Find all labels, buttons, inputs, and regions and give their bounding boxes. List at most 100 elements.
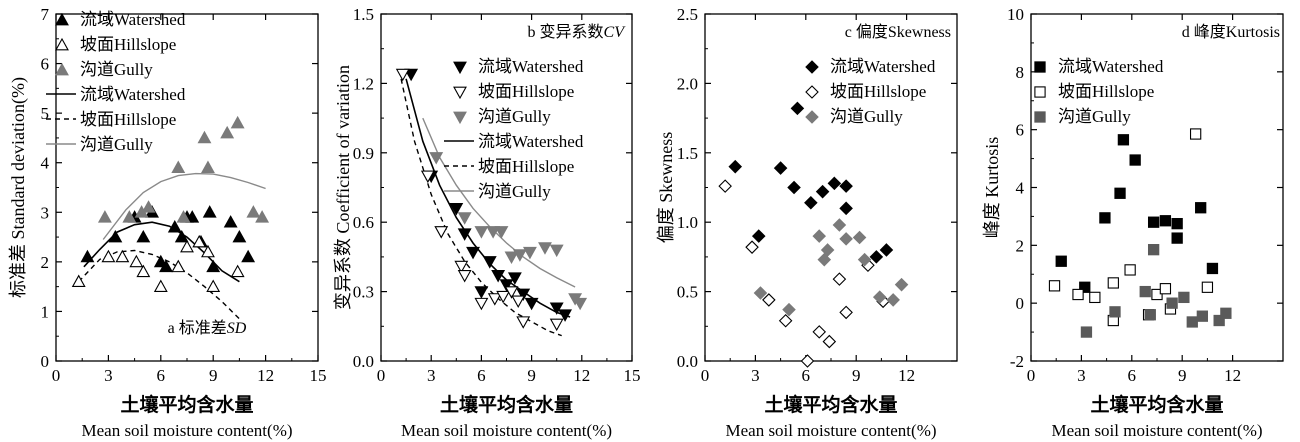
panel-b-data-point — [549, 244, 564, 258]
panel-a-xtick-label: 6 — [157, 366, 166, 385]
panel-b-ytick-label: 0.6 — [353, 213, 374, 232]
panel-a-data-point — [136, 229, 151, 243]
panel-a-data-point — [171, 160, 186, 174]
panel-b-legend-marker — [453, 61, 467, 75]
panel-b-legend-label: 坡面Hillslope — [478, 157, 574, 176]
panel-d-xtick-label: 6 — [1128, 366, 1137, 385]
panel-c-data-point — [800, 354, 815, 368]
panel-b-data-point — [420, 170, 435, 184]
panel-b-title-text: b 变异系数 — [528, 23, 604, 41]
panel-a-data-point — [80, 249, 95, 263]
panel-c-data-point — [773, 161, 788, 175]
panel-d-data-point — [1186, 316, 1198, 328]
panel-c-data-point — [815, 184, 830, 199]
panel-c-ytick-label: 2.5 — [677, 5, 698, 24]
panel-a-ytick-label: 4 — [41, 154, 50, 173]
panel-b-legend-marker — [453, 86, 467, 100]
panel-b-data-point — [454, 260, 469, 274]
panel-c-data-point — [782, 302, 796, 317]
panel-c-legend-marker — [805, 85, 819, 99]
panel-c-data-point — [728, 159, 743, 174]
panel-b-data-point — [573, 297, 588, 311]
panel-b-data-point — [538, 242, 552, 255]
panel-b-data-point — [549, 302, 564, 315]
panel-d-data-point — [1178, 291, 1190, 304]
panel-a-data-point — [201, 160, 215, 174]
panel-a-data-point — [176, 210, 191, 223]
panel-b-data-point — [499, 279, 514, 292]
panel-b-data-point — [507, 272, 522, 285]
panel-b-data-point — [466, 246, 480, 260]
panel-a-data-point — [71, 274, 86, 288]
panel-b-ytick-label: 1.2 — [353, 74, 374, 93]
panel-c-data-point — [839, 201, 853, 216]
panel-c-title: c 偏度Skewness — [845, 23, 951, 41]
panel-a-legend-marker — [55, 12, 69, 26]
panel-c-legend-label: 沟道Gully — [830, 107, 903, 126]
panel-a-ytick-label: 7 — [41, 5, 50, 24]
panel-b-data-point — [429, 152, 444, 165]
panel-d-data-point — [1206, 262, 1219, 275]
panel-d-ytick-label: 0 — [1016, 294, 1025, 313]
panel-d-data-point — [1151, 288, 1163, 301]
panel-a-data-point — [241, 249, 256, 263]
panel-b-legend-label: 流域Watershed — [478, 132, 584, 151]
panel-b-data-point — [457, 270, 472, 283]
panel-d-data-point — [1079, 281, 1091, 293]
panel-c-ytick-label: 0.0 — [677, 352, 698, 371]
panel-c-data-point — [820, 243, 835, 257]
panel-d-data-point — [1196, 310, 1209, 322]
panel-c-data-point — [812, 325, 827, 339]
panel-d-data-point — [1189, 128, 1202, 140]
panel-d-legend-label: 坡面Hillslope — [1058, 82, 1154, 101]
panel-a-data-point — [101, 249, 116, 263]
panel-b-data-point — [487, 293, 502, 306]
panel-a-data-point — [174, 229, 189, 243]
panel-d-title-text: d 峰度Kurtosis — [1182, 23, 1280, 41]
panel-a-data-point — [232, 229, 247, 243]
panel-d-data-point — [1159, 215, 1172, 227]
panel-c-ytick-label: 2.0 — [677, 74, 698, 93]
panel-d-data-point — [1072, 288, 1084, 301]
panel-a-data-point — [202, 205, 217, 218]
panel-b-data-point — [524, 297, 539, 311]
panel-b-ytick-label: 1.5 — [353, 5, 374, 24]
panel-d-title: d 峰度Kurtosis — [1182, 23, 1280, 41]
panel-c-ytick-label: 0.5 — [677, 283, 698, 302]
panel-a-data-point — [180, 239, 194, 253]
panel-d-data-point — [1166, 297, 1178, 309]
panel-a-xlabel-en: Mean soil moisture content(%) — [81, 421, 292, 440]
panel-a-legend-marker — [55, 62, 69, 76]
panel-d-data-point — [1213, 314, 1225, 327]
panel-d-legend-marker — [1034, 61, 1046, 73]
panel-b-ytick-label: 0.9 — [353, 144, 374, 163]
panel-a-data-point — [223, 215, 238, 228]
panel-a-data-point — [153, 279, 168, 292]
panel-a-xtick-label: 0 — [52, 366, 61, 385]
panel-a-ytick-label: 6 — [41, 55, 50, 74]
panel-d-xtick-label: 12 — [1224, 366, 1241, 385]
panel-d-ytick-label: 2 — [1016, 236, 1025, 255]
panel-c-data-point — [762, 293, 776, 307]
panel-a-data-point — [97, 210, 112, 223]
panel-c-legend-label: 流域Watershed — [830, 57, 936, 76]
panel-b-xtick-label: 15 — [624, 366, 641, 385]
panel-c-xtick-label: 9 — [852, 366, 861, 385]
panel-a-title-italic: SD — [227, 320, 247, 337]
panel-a-data-point — [230, 264, 245, 278]
panel-c-xtick-label: 12 — [898, 366, 915, 385]
panel-a-data-point — [197, 130, 212, 144]
panel-b-xtick-label: 12 — [573, 366, 590, 385]
panel-a-xtick-label: 12 — [257, 366, 274, 385]
panel-c-data-point — [852, 230, 867, 245]
panel-a-data-point — [220, 125, 235, 139]
panel-a-ylabel: 标准差 Standard deviation(%) — [8, 77, 29, 298]
panel-a-data-point — [230, 115, 245, 129]
panel-a-legend-label: 坡面Hillslope — [80, 110, 176, 129]
panel-a-data-point — [115, 249, 130, 263]
panel-c-title-text: c 偏度Skewness — [845, 23, 951, 41]
panel-c-data-point — [869, 250, 884, 264]
panel-d-data-point — [1117, 134, 1130, 146]
panel-a-data-point — [122, 210, 137, 223]
panel-c-data-point — [812, 229, 827, 243]
